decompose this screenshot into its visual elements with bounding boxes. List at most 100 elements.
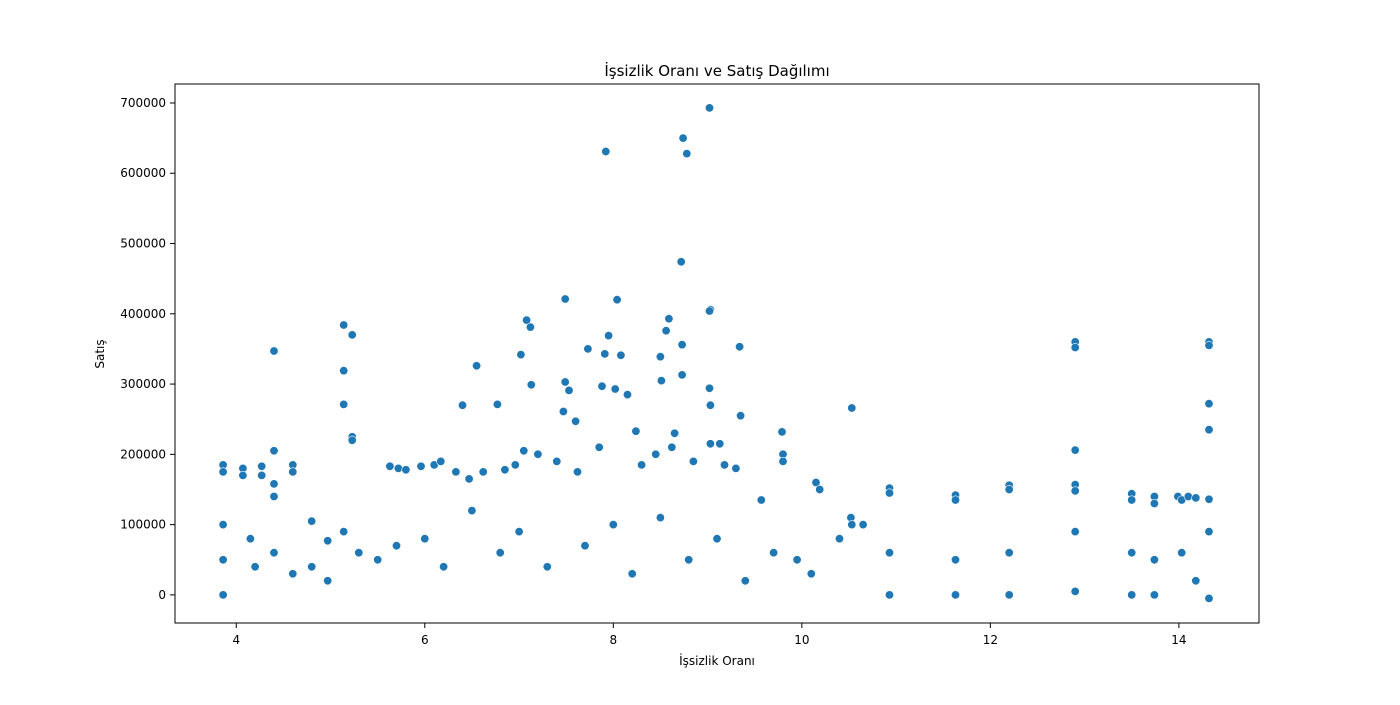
data-point xyxy=(655,352,665,362)
data-point xyxy=(1204,399,1214,409)
data-point xyxy=(608,520,618,530)
data-point xyxy=(1070,486,1080,496)
data-point xyxy=(238,470,248,480)
y-tick-label: 500000 xyxy=(120,237,166,251)
data-point xyxy=(1004,590,1014,600)
y-tick-label: 100000 xyxy=(120,518,166,532)
data-point xyxy=(719,460,729,470)
data-point xyxy=(467,506,477,516)
data-point xyxy=(656,376,666,386)
data-point xyxy=(847,520,857,530)
data-point xyxy=(1183,491,1193,501)
x-tick-label: 10 xyxy=(794,633,809,647)
data-point xyxy=(1127,495,1137,505)
x-axis: 4 6 8 10 12 14 xyxy=(232,623,1187,647)
data-point xyxy=(655,513,665,523)
data-point xyxy=(1070,445,1080,455)
data-point xyxy=(552,456,562,466)
y-tick-label: 600000 xyxy=(120,166,166,180)
x-tick-label: 6 xyxy=(421,633,429,647)
data-point xyxy=(704,103,714,113)
data-point xyxy=(373,555,383,565)
data-point xyxy=(705,439,715,449)
data-point xyxy=(601,147,611,157)
data-point xyxy=(478,467,488,477)
data-point xyxy=(1070,527,1080,537)
data-point xyxy=(1191,576,1201,586)
data-point xyxy=(637,460,647,470)
data-point xyxy=(514,527,524,537)
data-point xyxy=(616,350,626,360)
data-point xyxy=(704,306,714,316)
data-point xyxy=(250,562,260,572)
data-point xyxy=(806,569,816,579)
data-point xyxy=(1004,548,1014,558)
data-point xyxy=(420,534,430,544)
data-point xyxy=(323,576,333,586)
data-point xyxy=(269,446,279,456)
data-point xyxy=(597,381,607,391)
data-point xyxy=(858,520,868,530)
data-point xyxy=(1127,590,1137,600)
data-point xyxy=(950,590,960,600)
data-point xyxy=(682,149,692,159)
data-point xyxy=(1070,586,1080,596)
data-point xyxy=(756,495,766,505)
data-point xyxy=(1177,548,1187,558)
data-point xyxy=(245,534,255,544)
data-point xyxy=(604,331,614,341)
data-point xyxy=(516,350,526,360)
data-point xyxy=(667,442,677,452)
chart-title: İşsizlik Oranı ve Satış Dağılımı xyxy=(604,61,829,80)
data-point xyxy=(457,400,467,410)
data-point xyxy=(385,461,395,471)
data-point xyxy=(391,541,401,551)
data-point xyxy=(815,484,825,494)
data-point xyxy=(594,442,604,452)
data-point xyxy=(339,320,349,330)
data-point xyxy=(1204,425,1214,435)
data-point xyxy=(1149,590,1159,600)
data-point xyxy=(600,349,610,359)
data-point xyxy=(610,384,620,394)
data-point xyxy=(472,361,482,371)
data-point xyxy=(688,456,698,466)
data-point xyxy=(218,555,228,565)
data-point xyxy=(542,562,552,572)
plot-frame xyxy=(174,83,1260,624)
data-point xyxy=(1149,555,1159,565)
data-point xyxy=(950,555,960,565)
data-point xyxy=(347,330,357,340)
data-point xyxy=(678,133,688,143)
data-point xyxy=(731,463,741,473)
data-point xyxy=(307,562,317,572)
data-point xyxy=(769,548,779,558)
data-point xyxy=(257,470,267,480)
data-point xyxy=(735,342,745,352)
data-point xyxy=(627,569,637,579)
data-point xyxy=(583,344,593,354)
x-axis-label: İşsizlik Oranı xyxy=(679,653,755,668)
data-point xyxy=(307,516,317,526)
data-point xyxy=(323,536,333,546)
data-point xyxy=(705,400,715,410)
data-point xyxy=(715,439,725,449)
x-tick-label: 12 xyxy=(983,633,998,647)
data-point xyxy=(676,257,686,267)
data-point xyxy=(401,465,411,475)
data-point xyxy=(1004,484,1014,494)
data-point xyxy=(847,403,857,413)
plot-area xyxy=(218,103,1214,603)
x-tick-label: 4 xyxy=(232,633,240,647)
data-point xyxy=(677,340,687,350)
data-point xyxy=(510,460,520,470)
data-point xyxy=(571,416,581,426)
data-point xyxy=(439,562,449,572)
data-point xyxy=(218,520,228,530)
x-tick-label: 14 xyxy=(1171,633,1186,647)
data-point xyxy=(500,465,510,475)
y-tick-label: 300000 xyxy=(120,377,166,391)
data-point xyxy=(492,399,502,409)
y-tick-label: 400000 xyxy=(120,307,166,321)
